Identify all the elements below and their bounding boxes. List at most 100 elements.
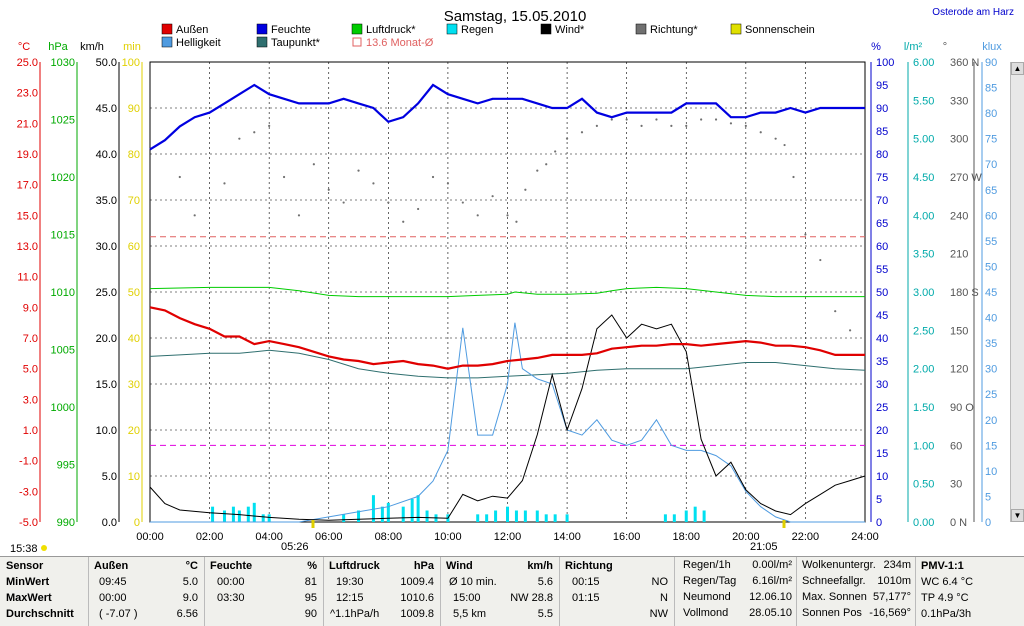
stats-wolken-label: Schneefallgr. <box>802 575 866 587</box>
direction-point <box>476 214 479 217</box>
axis-unit: klux <box>982 41 1002 53</box>
location-label: Osterode am Harz <box>932 7 1014 18</box>
stats-wolken-value: 234m <box>883 559 911 571</box>
axis-tick-label: 360 N <box>950 57 979 69</box>
stats-richtung-time: 00:15 <box>572 576 600 588</box>
direction-point <box>524 188 527 191</box>
axis-unit: ° <box>943 41 947 53</box>
direction-point <box>402 220 405 223</box>
stats-feuchte-header: Feuchte <box>210 560 253 572</box>
x-tick-label: 10:00 <box>434 531 462 543</box>
legend-item: Sonnenschein <box>730 23 815 36</box>
stats-luftdruck: Luftdruck hPa 19:30 1009.4 12:15 1010.6 … <box>324 557 441 626</box>
series-line-luftdruck <box>149 286 865 298</box>
axis-tick-label: 45 <box>876 310 888 322</box>
x-tick-label: 02:00 <box>196 531 224 543</box>
x-tick-label: 20:00 <box>732 531 760 543</box>
axis-tick-label: 20 <box>876 425 888 437</box>
x-tick-label: 24:00 <box>851 531 879 543</box>
stats-pmv-row: WC 6.4 °C <box>921 576 974 588</box>
direction-point <box>178 175 181 179</box>
stats-luftdruck-value: 1009.4 <box>400 576 434 588</box>
stats-feuchte-unit: % <box>307 560 317 572</box>
stats-feuchte-value: 81 <box>304 576 317 588</box>
right-axis: °360 N 330 300 270 W 240 210 180 S 150 120 90 O 60… <box>943 41 983 529</box>
axis-tick-label: 35 <box>985 338 997 350</box>
axis-tick-label: 5 <box>985 491 991 503</box>
stats-wind-unit: km/h <box>527 560 553 572</box>
direction-point <box>446 182 450 185</box>
stats-pmv-row: TP 4.9 °C <box>921 592 969 604</box>
direction-point <box>714 118 718 121</box>
stats-luftdruck-time: 19:30 <box>336 576 364 588</box>
axis-tick-label: 100 <box>122 57 140 69</box>
legend-label: Außen <box>176 24 208 36</box>
series-line-feuchte <box>149 83 865 151</box>
stats-wind-value: 5.5 <box>537 608 553 620</box>
rain-bar <box>425 510 429 522</box>
direction-point <box>193 214 196 217</box>
stats-wind-value: NW 28.8 <box>510 592 553 604</box>
axis-tick-label: 4.00 <box>913 210 934 222</box>
direction-point <box>655 118 658 121</box>
axis-tick-label: -3.0 <box>19 486 38 498</box>
axis-tick-label: 50 <box>985 261 997 273</box>
stats-wolken-label: Sonnen Pos <box>802 607 862 619</box>
axis-tick-label: 1.50 <box>913 402 934 414</box>
series-line-außen <box>149 306 865 370</box>
legend-item: Wind* <box>540 23 585 36</box>
direction-point <box>759 131 762 134</box>
rain-bar <box>342 514 346 522</box>
stats-sensor: Sensor MinWert MaxWert Durchschnitt <box>0 557 89 626</box>
stats-sensor-row: MaxWert <box>6 592 52 604</box>
scrollbar[interactable]: ▲ ▼ <box>1010 62 1024 522</box>
axis-tick-label: 100 <box>876 57 894 69</box>
legend-swatch <box>161 36 173 48</box>
legend-swatch <box>446 23 458 35</box>
rain-bar <box>553 514 557 522</box>
axis-tick-label: 40 <box>985 313 997 325</box>
stats-regen-value: 12.06.10 <box>749 591 792 603</box>
rain-bar <box>476 514 480 522</box>
axis-tick-label: 40 <box>128 333 140 345</box>
stats-regen-label: Vollmond <box>683 607 729 619</box>
rain-bar <box>702 510 706 522</box>
scroll-down-icon[interactable]: ▼ <box>1011 509 1024 522</box>
time-left-label: 15:38 <box>10 543 38 555</box>
axis-unit: l/m² <box>904 41 923 53</box>
axis-tick-label: 210 <box>950 249 968 261</box>
direction-point <box>565 137 569 140</box>
direction-point <box>387 201 390 204</box>
x-tick-label: 18:00 <box>672 531 700 543</box>
axis-tick-label: 2.50 <box>913 325 934 337</box>
stats-richtung-value: NW <box>649 608 668 620</box>
axis-tick-label: 60 <box>985 210 997 222</box>
right-axis: %100959085807570656055504540353025201510… <box>870 41 894 529</box>
axis-tick-label: 70 <box>985 159 997 171</box>
axis-tick-label: 20 <box>985 415 997 427</box>
axis-tick-label: 1.00 <box>913 440 934 452</box>
legend-item: Helligkeit <box>161 36 221 49</box>
axis-tick-label: 25.0 <box>17 57 38 69</box>
axis-tick-label: 80 <box>128 149 140 161</box>
sun-icon <box>41 545 47 551</box>
legend-label: Regen <box>461 24 493 36</box>
direction-point <box>804 233 807 236</box>
axis-tick-label: 4.50 <box>913 172 934 184</box>
left-axis: °C 25.0 23.0 21.0 19.0 17.0 15.0 13.0 11.0 9.0 7.0… <box>17 41 41 529</box>
stats-wolken-value: -16,569° <box>869 607 911 619</box>
axis-tick-label: 7.0 <box>23 333 38 345</box>
legend-swatch <box>351 23 363 35</box>
stats-aussen: Außen °C 09:45 5.0 00:00 9.0 ( -7.07 ) 6… <box>89 557 205 626</box>
stats-richtung: Richtung 00:15 NO 01:15 N NW <box>560 557 675 626</box>
axis-unit: min <box>123 41 141 53</box>
axis-tick-label: 25 <box>985 389 997 401</box>
axis-tick-label: 0 N <box>950 517 967 529</box>
stats-wolken-value: 57,177° <box>872 591 911 603</box>
direction-point <box>610 118 613 121</box>
axis-tick-label: 9.0 <box>23 302 38 314</box>
axis-tick-label: 10 <box>985 466 997 478</box>
scroll-up-icon[interactable]: ▲ <box>1011 62 1024 75</box>
axis-tick-label: 0.50 <box>913 479 934 491</box>
axis-tick-label: 40 <box>876 333 888 345</box>
